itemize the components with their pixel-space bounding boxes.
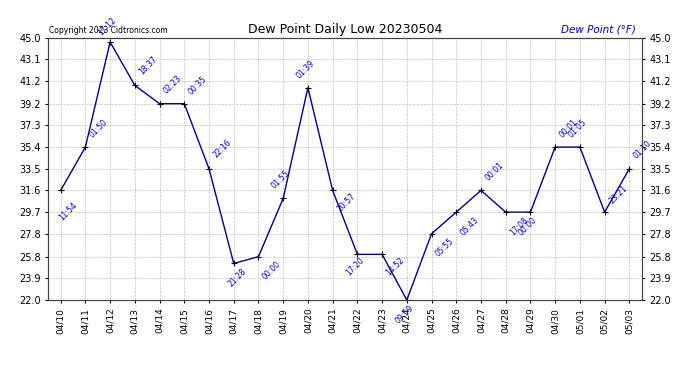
Text: 01:05: 01:05 [566, 117, 588, 139]
Text: 00:01: 00:01 [558, 117, 580, 139]
Text: 02:23: 02:23 [162, 74, 184, 96]
Text: 01:10: 01:10 [632, 139, 653, 161]
Text: 01:55: 01:55 [270, 169, 291, 190]
Text: 22:16: 22:16 [212, 138, 233, 160]
Text: 23:21: 23:21 [607, 184, 629, 205]
Text: 17:08: 17:08 [509, 216, 530, 237]
Text: 17:20: 17:20 [344, 255, 366, 277]
Text: 01:39: 01:39 [295, 59, 316, 81]
Title: Dew Point Daily Low 20230504: Dew Point Daily Low 20230504 [248, 23, 442, 36]
Text: 17:12: 17:12 [97, 16, 118, 38]
Text: Dew Point (°F): Dew Point (°F) [561, 25, 635, 35]
Text: 05:43: 05:43 [459, 215, 481, 237]
Text: 00:00: 00:00 [517, 215, 539, 237]
Text: 05:55: 05:55 [434, 237, 456, 259]
Text: 00:01: 00:01 [484, 160, 505, 183]
Text: 21:28: 21:28 [226, 267, 248, 289]
Text: 00:00: 00:00 [261, 260, 283, 282]
Text: 09:59: 09:59 [393, 303, 415, 325]
Text: 01:50: 01:50 [88, 117, 110, 139]
Text: 20:57: 20:57 [335, 191, 357, 213]
Text: 11:54: 11:54 [57, 201, 79, 222]
Text: 14:52: 14:52 [384, 255, 406, 277]
Text: 18:37: 18:37 [137, 54, 159, 76]
Text: Copyright 2023 Cidtronics.com: Copyright 2023 Cidtronics.com [50, 26, 168, 35]
Text: 00:35: 00:35 [187, 75, 208, 97]
